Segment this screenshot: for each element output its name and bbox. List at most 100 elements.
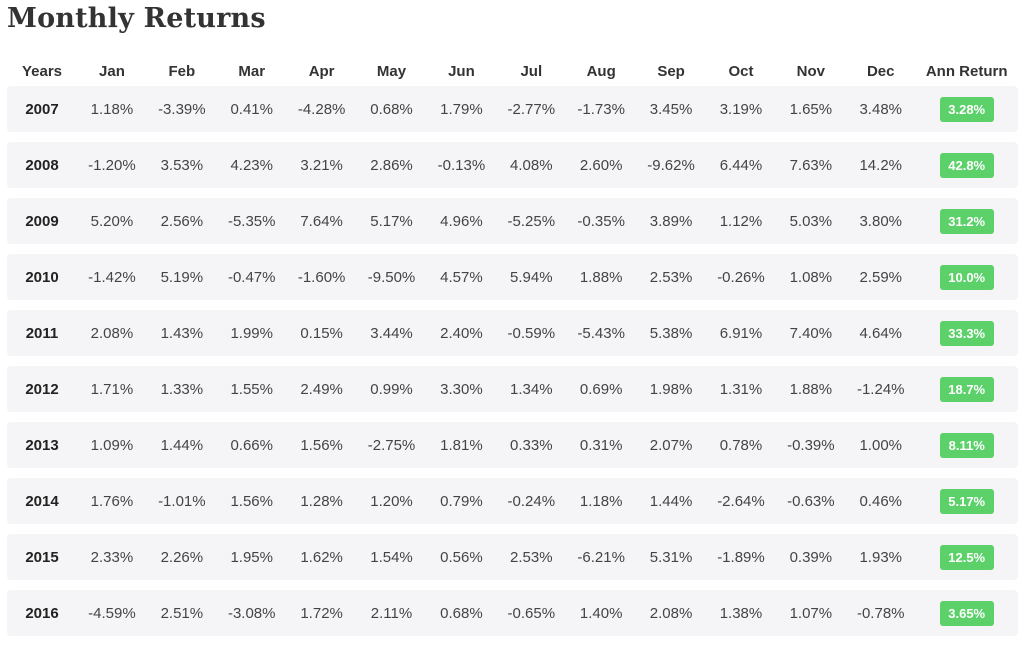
header-apr: Apr [308,62,335,80]
month-return-cell: 4.08% [510,156,553,174]
month-return-cell: 0.99% [370,380,413,398]
month-return-cell: 4.64% [859,324,903,342]
header-sep: Sep [657,62,685,80]
month-return-cell: 3.53% [160,156,204,174]
month-return-cell: 1.55% [230,380,273,398]
month-return-cell: 2.49% [300,380,343,398]
month-return-cell: -2.75% [367,436,416,454]
month-return-cell: 0.39% [789,548,833,566]
month-return-cell: 2.53% [649,268,693,286]
annual-return-cell: 8.11% [916,432,1018,458]
month-return-cell: 0.15% [300,324,343,342]
month-return-cell: 1.34% [510,380,553,398]
month-return-cell: -1.89% [717,548,765,566]
month-return-cell: 5.94% [510,268,553,286]
month-return-cell: 1.40% [579,604,623,622]
month-return-cell: 2.59% [859,268,903,286]
month-return-cell: 1.65% [789,100,833,118]
table-row: 2007 1.18% -3.39% 0.41% -4.28% 0.68% 1.79% -2.7… [7,86,1018,132]
month-return-cell: 1.38% [719,604,763,622]
month-return-cell: 1.88% [579,268,623,286]
header-aug: Aug [586,62,616,80]
month-return-cell: 5.17% [370,212,413,230]
year-cell: 2008 [25,156,59,174]
month-return-cell: 1.07% [789,604,833,622]
annual-return-cell: 10.0% [916,264,1018,290]
month-return-cell: -1.20% [88,156,136,174]
month-return-cell: 0.46% [859,492,903,510]
month-return-cell: 1.88% [789,380,833,398]
month-return-cell: 0.68% [370,100,413,118]
month-return-cell: 1.00% [859,436,903,454]
month-return-cell: -2.77% [507,100,556,118]
month-return-cell: 1.71% [90,380,134,398]
month-return-cell: 1.79% [440,100,483,118]
month-return-cell: -1.60% [297,268,346,286]
annual-return-cell: 3.65% [916,600,1018,626]
header-jan: Jan [99,62,125,80]
month-return-cell: -5.35% [227,212,276,230]
header-nov: Nov [796,62,826,80]
annual-return-badge: 5.17% [939,488,994,514]
annual-return-cell: 3.28% [916,96,1018,122]
annual-return-badge: 42.8% [939,152,994,178]
month-return-cell: 2.53% [510,548,553,566]
month-return-cell: -0.59% [507,324,556,342]
table-row: 2014 1.76% -1.01% 1.56% 1.28% 1.20% 0.79% -0.24… [7,478,1018,524]
header-years: Years [21,62,63,80]
month-return-cell: -0.78% [856,604,905,622]
month-return-cell: -0.35% [577,212,625,230]
month-return-cell: -3.39% [158,100,206,118]
month-return-cell: 0.33% [510,436,553,454]
month-return-cell: 5.19% [160,268,204,286]
month-return-cell: 2.11% [370,604,413,622]
table-row: 2013 1.09% 1.44% 0.66% 1.56% -2.75% 1.81% 0.33%… [7,422,1018,468]
month-return-cell: 3.48% [859,100,903,118]
year-cell: 2011 [25,324,59,342]
month-return-cell: 0.31% [579,436,623,454]
month-return-cell: 3.19% [719,100,763,118]
month-return-cell: 0.66% [230,436,273,454]
annual-return-badge: 3.65% [939,600,994,626]
month-return-cell: -2.64% [717,492,765,510]
month-return-cell: 3.80% [859,212,903,230]
month-return-cell: -3.08% [227,604,276,622]
month-return-cell: 0.41% [230,100,273,118]
month-return-cell: 4.57% [440,268,483,286]
month-return-cell: -1.42% [88,268,136,286]
month-return-cell: -1.01% [158,492,206,510]
header-mar: Mar [238,62,266,80]
table-row: 2015 2.33% 2.26% 1.95% 1.62% 1.54% 0.56% 2.53% -… [7,534,1018,580]
month-return-cell: -0.39% [787,436,835,454]
month-return-cell: 2.60% [579,156,623,174]
month-return-cell: 2.26% [160,548,204,566]
month-return-cell: 14.2% [859,156,903,174]
annual-return-badge: 3.28% [939,96,994,122]
month-return-cell: 4.96% [440,212,483,230]
month-return-cell: -4.28% [297,100,346,118]
month-return-cell: 1.62% [300,548,343,566]
table-row: 2012 1.71% 1.33% 1.55% 2.49% 0.99% 3.30% 1.34% 0… [7,366,1018,412]
year-cell: 2016 [25,604,59,622]
month-return-cell: 0.69% [579,380,623,398]
month-return-cell: 5.31% [649,548,693,566]
month-return-cell: 1.18% [579,492,623,510]
month-return-cell: -5.43% [577,324,625,342]
table-row: 2009 5.20% 2.56% -5.35% 7.64% 5.17% 4.96% -5.25… [7,198,1018,244]
month-return-cell: 2.56% [160,212,204,230]
month-return-cell: 7.64% [300,212,343,230]
month-return-cell: 1.93% [859,548,903,566]
year-cell: 2014 [25,492,59,510]
header-jun: Jun [448,62,475,80]
month-return-cell: 2.51% [160,604,204,622]
year-cell: 2010 [25,268,59,286]
table-row: 2010 -1.42% 5.19% -0.47% -1.60% -9.50% 4.57% 5.… [7,254,1018,300]
month-return-cell: 1.31% [719,380,763,398]
annual-return-badge: 31.2% [939,208,994,234]
month-return-cell: 6.91% [719,324,763,342]
month-return-cell: 0.56% [440,548,483,566]
month-return-cell: 1.43% [160,324,204,342]
header-dec: Dec [866,62,895,80]
year-cell: 2012 [25,380,59,398]
month-return-cell: 1.18% [90,100,134,118]
